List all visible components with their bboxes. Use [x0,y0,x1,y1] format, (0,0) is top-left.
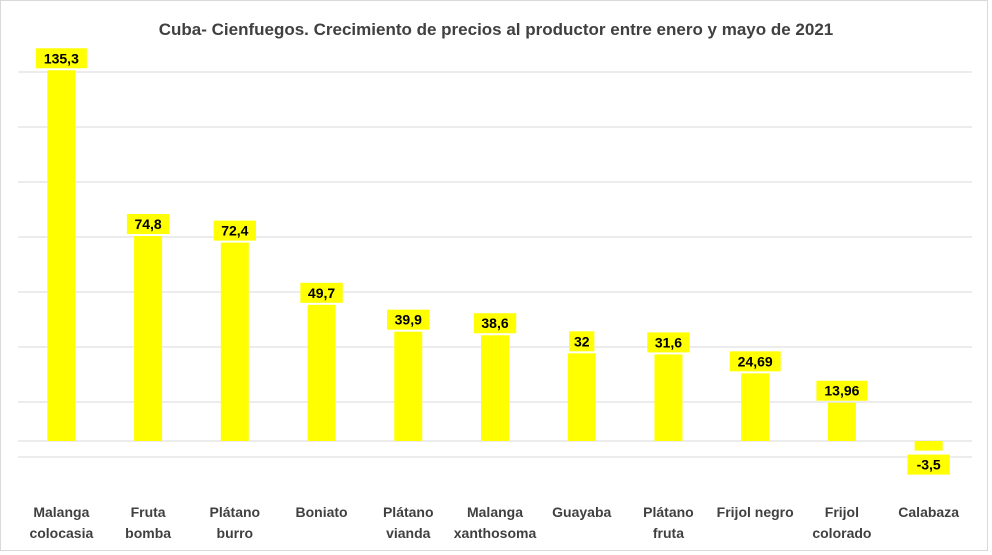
data-label-5: 38,6 [481,315,508,331]
bar-8 [741,373,770,441]
bar-2 [220,242,249,441]
category-label-9-0: Frijol [825,504,859,520]
data-label-bg-9 [816,380,868,401]
category-label-7-1: fruta [653,525,684,541]
bar-6 [567,353,596,441]
data-label-3: 49,7 [308,285,335,301]
data-label-4: 39,9 [395,312,422,328]
category-label-5-1: xanthosoma [454,525,537,541]
bar-5 [481,335,509,441]
data-label-bg-1 [126,214,170,235]
data-label-bg-3 [300,282,343,303]
bar-1 [134,236,163,441]
category-label-8-0: Frijol negro [717,504,794,520]
category-label-2-1: burro [217,525,254,541]
data-label-bg-5 [473,313,517,334]
chart-title: Cuba- Cienfuegos. Crecimiento de precios… [158,20,834,39]
data-label-bg-0 [35,48,87,69]
category-label-7-0: Plátano [643,504,694,520]
category-label-0-0: Malanga [33,504,89,520]
data-label-1: 74,8 [134,216,161,232]
data-label-bg-7 [647,332,690,353]
bar-9 [827,402,856,441]
category-label-2-0: Plátano [210,504,261,520]
bar-7 [654,354,683,441]
data-label-bg-10 [907,454,950,475]
bar-3 [307,304,336,441]
data-label-bg-8 [729,351,781,372]
category-label-3-0: Boniato [295,504,347,520]
category-label-5-0: Malanga [467,504,523,520]
data-label-8: 24,69 [738,353,773,369]
data-label-6: 32 [574,333,590,349]
category-label-6-0: Guayaba [552,504,611,520]
data-label-bg-4 [387,309,430,330]
category-label-9-1: colorado [812,525,871,541]
data-label-10: -3,5 [917,457,941,473]
category-label-4-1: vianda [386,525,431,541]
bar-4 [394,331,423,441]
category-label-10-0: Calabaza [898,504,959,520]
bar-0 [47,70,76,441]
data-label-2: 72,4 [221,223,248,239]
data-label-7: 31,6 [655,334,682,350]
category-label-4-0: Plátano [383,504,434,520]
data-label-bg-2 [213,220,257,241]
data-label-0: 135,3 [44,50,79,66]
data-label-bg-6 [569,331,595,352]
category-label-1-0: Fruta [131,504,166,520]
data-label-9: 13,96 [824,383,859,399]
bar-10 [914,441,943,451]
category-label-0-1: colocasia [29,525,93,541]
category-label-1-1: bomba [125,525,171,541]
